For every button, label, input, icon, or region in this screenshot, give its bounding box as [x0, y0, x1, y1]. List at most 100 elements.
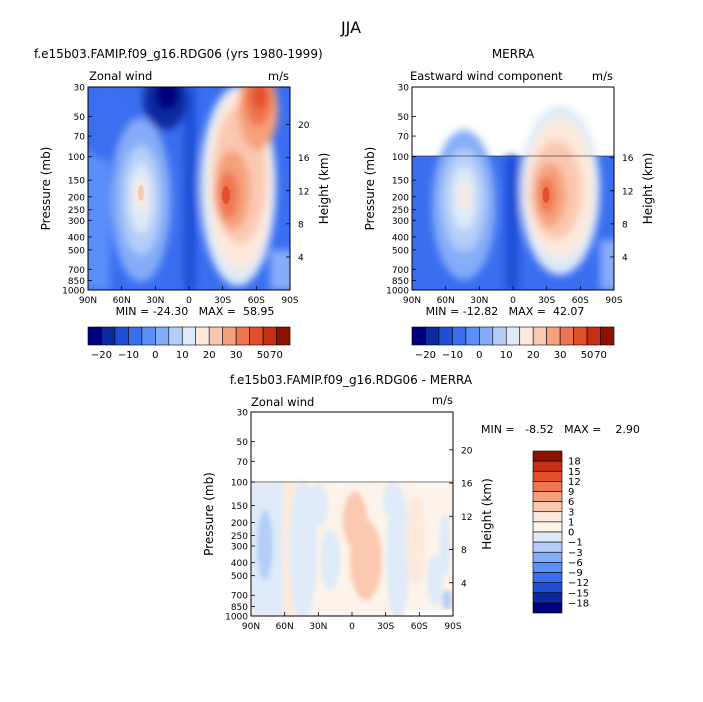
colorbar-label: −15	[568, 588, 589, 599]
height-axis-label: Height (km)	[317, 153, 331, 224]
pressure-tick-label: 500	[392, 246, 409, 256]
panel-obs-field: Eastward wind component	[410, 69, 563, 83]
figure-title: JJA	[340, 18, 361, 37]
colorbar-swatch	[532, 460, 563, 472]
height-tick-label: 8	[622, 220, 628, 230]
pressure-tick-label: 700	[68, 266, 85, 276]
height-tick-label: 4	[622, 253, 628, 263]
pressure-tick-label: 100	[68, 153, 85, 163]
latitude-tick-label: 90N	[242, 622, 260, 632]
colorbar-swatch	[452, 326, 467, 346]
pressure-tick-label: 150	[68, 177, 85, 187]
latitude-tick-label: 30S	[377, 622, 394, 632]
colorbar-swatch	[479, 326, 494, 346]
colorbar-label: 70	[270, 350, 283, 361]
colorbar-swatch	[87, 326, 102, 346]
colorbar-swatch	[532, 491, 563, 502]
latitude-tick-label: 60N	[276, 622, 294, 632]
colorbar-label: 50	[257, 350, 270, 361]
height-tick-label: 20	[461, 446, 473, 456]
colorbar-label: 10	[500, 350, 513, 361]
latitude-tick-label: 30N	[309, 622, 327, 632]
colorbar-swatch	[532, 551, 563, 563]
height-axis-label: Height (km)	[641, 153, 655, 224]
pressure-axis-label: Pressure (mb)	[39, 147, 53, 231]
pressure-tick-label: 300	[68, 217, 85, 227]
colorbar-label: −20	[91, 350, 112, 361]
colorbar-label: 15	[568, 467, 581, 478]
latitude-tick-label: 90S	[444, 622, 461, 632]
colorbar-label: −3	[568, 548, 583, 559]
pressure-tick-label: 700	[231, 592, 248, 602]
latitude-tick-label: 60S	[248, 296, 265, 306]
colorbar-label: 20	[203, 350, 216, 361]
colorbar-label: 9	[568, 487, 574, 498]
colorbar-label: −20	[415, 350, 436, 361]
latitude-tick-label: 0	[349, 622, 355, 632]
pressure-tick-label: 200	[231, 519, 248, 529]
pressure-tick-label: 70	[74, 133, 86, 143]
colorbar-swatch	[532, 602, 563, 614]
panel-model-stats: MIN = -24.30 MAX = 58.95	[116, 305, 275, 318]
latitude-tick-label: 30S	[214, 296, 231, 306]
colorbar-swatch	[276, 326, 291, 346]
colorbar-obs: −20 −10 0 10 20 30 50 70	[411, 326, 615, 361]
colorbar-label: 12	[568, 477, 581, 488]
colorbar-label: −10	[118, 350, 139, 361]
pressure-tick-label: 1000	[225, 613, 248, 623]
colorbar-model: −20 −10 0 10 20 30 50 70	[87, 326, 291, 361]
colorbar-swatch	[532, 481, 563, 492]
pressure-tick-label: 100	[231, 479, 248, 489]
colorbar-label: 20	[527, 350, 540, 361]
pressure-tick-label: 400	[231, 559, 248, 569]
colorbar-swatch	[532, 531, 563, 543]
colorbar-swatch	[208, 326, 223, 346]
colorbar-swatch	[600, 326, 615, 346]
colorbar-swatch	[573, 326, 588, 346]
colorbar-swatch	[168, 326, 183, 346]
pressure-tick-label: 250	[392, 206, 409, 216]
latitude-tick-label: 60N	[113, 296, 131, 306]
pressure-tick-label: 30	[398, 84, 410, 94]
colorbar-swatch	[195, 326, 210, 346]
latitude-tick-label: 60S	[411, 622, 428, 632]
colorbar-label: 3	[568, 507, 574, 518]
panel-obs: MERRA Eastward wind component m/s 3	[363, 47, 655, 318]
latitude-tick-label: 0	[186, 296, 192, 306]
pressure-tick-label: 500	[68, 246, 85, 256]
colorbar-swatch	[222, 326, 237, 346]
colorbar-swatch	[532, 582, 563, 594]
latitude-tick-label: 30N	[146, 296, 164, 306]
colorbar-swatch	[586, 326, 601, 346]
latitude-tick-label: 30N	[470, 296, 488, 306]
pressure-tick-label: 850	[392, 277, 409, 287]
panel-model-units: m/s	[268, 69, 289, 83]
height-tick-label: 16	[622, 154, 634, 164]
colorbar-swatch	[546, 326, 561, 346]
pressure-tick-label: 250	[68, 206, 85, 216]
colorbar-swatch	[532, 541, 563, 553]
colorbar-label: 30	[554, 350, 567, 361]
colorbar-swatch	[128, 326, 143, 346]
panel-obs-heatmap	[412, 105, 614, 290]
colorbar-swatch	[532, 511, 563, 523]
panel-model-axes: 305070100150200250300400500700850100090N…	[39, 84, 331, 307]
colorbar-label: −10	[442, 350, 463, 361]
pressure-tick-label: 400	[392, 233, 409, 243]
colorbar-swatch	[411, 326, 426, 346]
pressure-tick-label: 150	[392, 177, 409, 187]
colorbar-label: 1	[568, 517, 574, 528]
pressure-axis-label: Pressure (mb)	[202, 472, 216, 556]
pressure-tick-label: 850	[68, 277, 85, 287]
pressure-tick-label: 100	[392, 153, 409, 163]
colorbar-swatch	[532, 572, 563, 583]
colorbar-swatch	[492, 326, 507, 346]
colorbar-label: 0	[568, 528, 574, 539]
panel-model-field: Zonal wind	[89, 69, 152, 83]
pressure-axis-label: Pressure (mb)	[363, 147, 377, 231]
colorbar-swatch	[532, 450, 563, 462]
pressure-tick-label: 400	[68, 233, 85, 243]
